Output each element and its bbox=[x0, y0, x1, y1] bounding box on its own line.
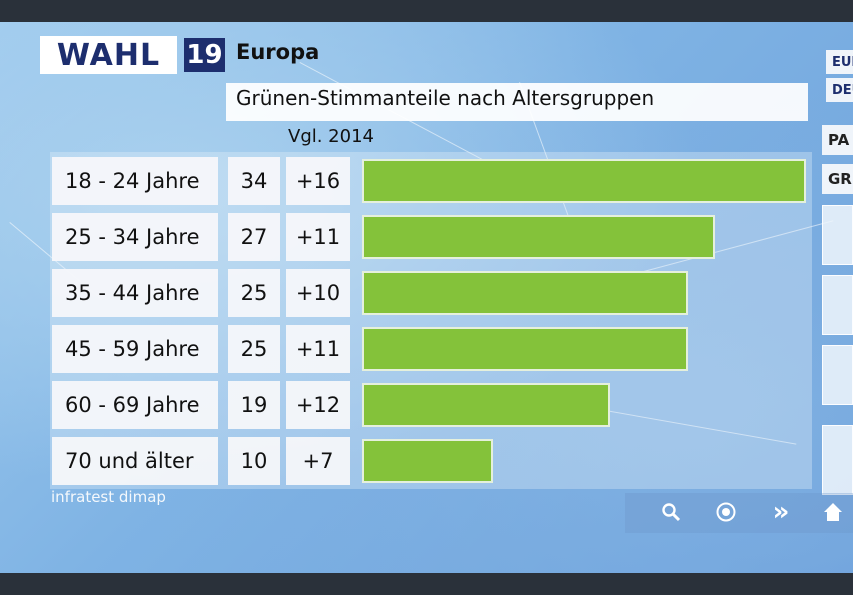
forward-glyph: » bbox=[772, 497, 790, 527]
category-label: 35 - 44 Jahre bbox=[52, 269, 218, 317]
value-label: 10 bbox=[228, 437, 280, 485]
target-icon[interactable] bbox=[711, 497, 741, 527]
bar bbox=[362, 327, 688, 371]
change-label: +7 bbox=[286, 437, 350, 485]
sidebar-button-label: PA bbox=[828, 131, 850, 149]
sidebar-button-pa[interactable]: PA bbox=[822, 125, 853, 155]
change-label: +12 bbox=[286, 381, 350, 429]
source-label: infratest dimap bbox=[51, 488, 166, 506]
bar bbox=[362, 383, 610, 427]
value-label: 25 bbox=[228, 269, 280, 317]
category-label: 60 - 69 Jahre bbox=[52, 381, 218, 429]
sidebar-button-gr[interactable]: GR bbox=[822, 164, 853, 194]
subtitle-box bbox=[226, 83, 808, 121]
category-label: 70 und älter bbox=[52, 437, 218, 485]
sidebar-card[interactable] bbox=[822, 275, 853, 335]
change-label: +10 bbox=[286, 269, 350, 317]
sidebar-button-label: GR bbox=[828, 170, 852, 188]
logo-number-text: 19 bbox=[186, 40, 223, 70]
sidebar-button-eur[interactable]: EUR bbox=[826, 50, 853, 74]
value-label: 25 bbox=[228, 325, 280, 373]
nav-bar bbox=[625, 493, 853, 533]
wahl-logo: WAHL bbox=[40, 36, 177, 74]
home-icon[interactable] bbox=[818, 497, 848, 527]
value-label: 34 bbox=[228, 157, 280, 205]
sidebar-button-label: EUR bbox=[832, 54, 853, 70]
value-label: 19 bbox=[228, 381, 280, 429]
category-label: 45 - 59 Jahre bbox=[52, 325, 218, 373]
sidebar-button-label: DEU bbox=[832, 82, 853, 98]
sidebar-button-deu[interactable]: DEU bbox=[826, 78, 853, 102]
logo-number: 19 bbox=[184, 38, 225, 72]
sidebar-card[interactable] bbox=[822, 345, 853, 405]
bar bbox=[362, 215, 715, 259]
category-label: 25 - 34 Jahre bbox=[52, 213, 218, 261]
logo-text: WAHL bbox=[56, 37, 161, 73]
sidebar-card[interactable] bbox=[822, 205, 853, 265]
bar bbox=[362, 159, 806, 203]
page-title: Europa bbox=[236, 40, 320, 64]
sidebar-card[interactable] bbox=[822, 425, 853, 495]
compare-column-label: Vgl. 2014 bbox=[288, 126, 374, 147]
category-label: 18 - 24 Jahre bbox=[52, 157, 218, 205]
change-label: +16 bbox=[286, 157, 350, 205]
bar bbox=[362, 439, 493, 483]
chart-subtitle: Grünen-Stimmanteile nach Altersgruppen bbox=[236, 86, 655, 110]
chart-panel bbox=[50, 152, 812, 489]
change-label: +11 bbox=[286, 325, 350, 373]
change-label: +11 bbox=[286, 213, 350, 261]
value-label: 27 bbox=[228, 213, 280, 261]
forward-icon[interactable]: » bbox=[766, 497, 796, 527]
bar bbox=[362, 271, 688, 315]
search-icon[interactable] bbox=[656, 497, 686, 527]
